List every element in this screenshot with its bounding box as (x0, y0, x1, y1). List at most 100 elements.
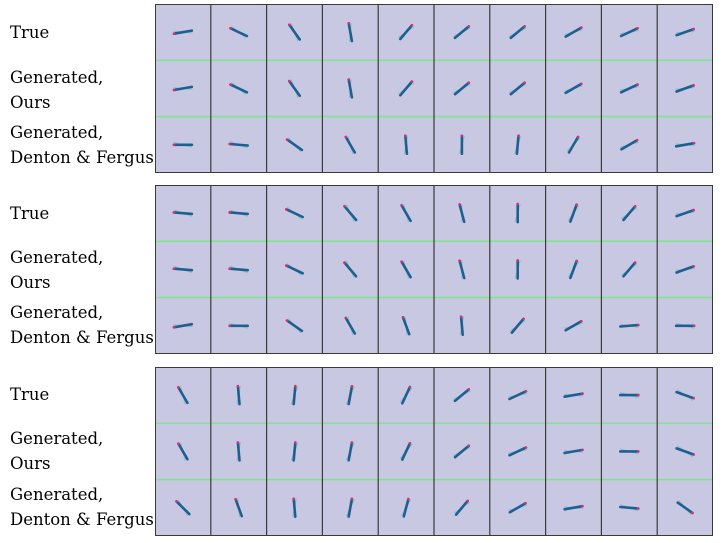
pendulum-tip-ours-1 (177, 442, 180, 445)
pendulum-tip-ours-6 (458, 259, 461, 263)
pendulum-rod-ours-1 (172, 267, 194, 272)
pendulum-tip-baseline-10 (692, 324, 696, 328)
pendulum-rod-true-4 (347, 384, 354, 406)
pendulum-rod-true-3 (288, 23, 301, 41)
pendulum-rod-ours-1 (177, 442, 189, 461)
pendulum-rod-baseline-2 (234, 498, 244, 518)
pendulum-tip-baseline-9 (635, 139, 639, 142)
pendulum-tip-ours-2 (228, 267, 231, 270)
pendulum-frame-grid-3 (155, 367, 713, 536)
pendulum-rod-ours-10 (675, 447, 695, 456)
pendulum-tip-true-5 (410, 24, 414, 27)
pendulum-rod-baseline-5 (402, 497, 410, 518)
pendulum-rod-true-3 (292, 384, 297, 406)
pendulum-tip-baseline-3 (285, 319, 289, 322)
pendulum-rod-ours-8 (563, 448, 584, 455)
pendulum-tip-ours-10 (692, 265, 695, 268)
pendulum-tip-baseline-1 (172, 143, 176, 147)
pendulum-tip-true-7 (524, 390, 528, 393)
row-label-ours-line1: Generated, (10, 429, 104, 448)
pendulum-rod-baseline-4 (344, 316, 357, 335)
pendulum-tip-ours-1 (172, 88, 176, 92)
pendulum-tip-ours-2 (229, 83, 232, 86)
pendulum-tip-ours-1 (172, 267, 176, 270)
pendulum-rod-baseline-6 (454, 499, 470, 516)
pendulum-tip-true-8 (575, 203, 578, 206)
pendulum-tip-ours-8 (575, 259, 578, 263)
row-label-true: True (10, 385, 50, 404)
pendulum-tip-true-9 (633, 205, 637, 208)
pendulum-tip-true-8 (580, 26, 583, 29)
pendulum-rod-ours-5 (400, 260, 412, 279)
pendulum-rod-ours-7 (509, 81, 526, 96)
pendulum-rod-baseline-1 (172, 322, 194, 329)
pendulum-tip-true-4 (347, 22, 350, 25)
pendulum-rod-true-2 (236, 384, 241, 406)
pendulum-tip-true-7 (516, 202, 519, 206)
pendulum-tip-ours-3 (294, 441, 297, 444)
pendulum-tip-ours-7 (524, 446, 528, 449)
pendulum-frames-svg-1 (155, 4, 713, 173)
pendulum-rod-ours-9 (619, 83, 639, 94)
pendulum-rod-baseline-10 (676, 501, 694, 515)
pendulum-rod-ours-1 (172, 85, 194, 92)
pendulum-tip-baseline-10 (692, 141, 696, 145)
pendulum-tip-true-10 (692, 396, 695, 400)
pendulum-tip-true-6 (467, 25, 471, 28)
pendulum-rod-ours-3 (292, 441, 297, 462)
pendulum-rod-ours-8 (564, 82, 583, 95)
pendulum-tip-baseline-3 (285, 138, 289, 141)
pendulum-tip-baseline-2 (228, 324, 231, 328)
pendulum-rod-true-6 (458, 203, 466, 224)
pendulum-tip-baseline-4 (344, 135, 348, 139)
pendulum-tip-baseline-8 (581, 504, 584, 508)
pendulum-tip-baseline-9 (637, 323, 640, 327)
pendulum-frames-svg-2 (155, 185, 713, 354)
sequence-block-2: True Generated, Ours Generated, Denton &… (0, 185, 724, 354)
pendulum-rod-ours-2 (236, 441, 241, 462)
pendulum-tip-ours-3 (285, 264, 288, 267)
row-label-true: True (10, 204, 50, 223)
pendulum-tip-ours-4 (350, 441, 354, 444)
pendulum-rod-ours-8 (569, 259, 578, 280)
pendulum-rod-baseline-9 (620, 139, 639, 151)
pendulum-rod-ours-4 (347, 78, 354, 99)
pendulum-frames-svg-3 (155, 367, 713, 536)
pendulum-rod-baseline-3 (292, 497, 297, 518)
pendulum-rod-true-1 (172, 211, 194, 216)
pendulum-frame-grid-1 (155, 4, 713, 173)
pendulum-rod-baseline-2 (228, 142, 249, 147)
pendulum-rod-baseline-7 (515, 134, 520, 155)
row-label-baseline-line2: Denton & Fergus (10, 148, 154, 167)
pendulum-rod-baseline-6 (459, 315, 465, 336)
pendulum-rod-true-8 (569, 203, 578, 223)
row-label-true: True (10, 23, 50, 42)
pendulum-tip-ours-5 (410, 80, 414, 83)
pendulum-rod-baseline-8 (563, 504, 584, 511)
pendulum-rod-true-2 (228, 211, 249, 216)
pendulum-tip-ours-10 (692, 453, 695, 456)
pendulum-tip-true-2 (236, 384, 240, 388)
pendulum-tip-baseline-4 (344, 316, 348, 320)
sequence-block-3: True Generated, Ours Generated, Denton &… (0, 367, 724, 536)
pendulum-tip-true-9 (637, 393, 640, 397)
pendulum-rod-ours-4 (343, 261, 358, 278)
pendulum-rod-ours-9 (622, 261, 637, 278)
pendulum-tip-true-5 (400, 204, 403, 207)
pendulum-rod-ours-10 (675, 265, 695, 274)
pendulum-rod-ours-5 (401, 442, 412, 461)
pendulum-tip-true-1 (172, 32, 176, 35)
pendulum-rod-baseline-7 (510, 317, 525, 334)
pendulum-tip-true-6 (467, 388, 471, 391)
pendulum-tip-baseline-7 (517, 134, 520, 138)
pendulum-tip-true-8 (581, 392, 584, 395)
pendulum-tip-true-7 (523, 25, 526, 28)
pendulum-rod-true-8 (563, 392, 584, 399)
grid-border (155, 185, 713, 354)
pendulum-rod-true-9 (619, 26, 639, 38)
pendulum-rod-baseline-3 (285, 319, 304, 333)
row-label-baseline-line1: Generated, (10, 123, 104, 142)
grid-border (155, 367, 713, 536)
pendulum-tip-baseline-5 (404, 134, 407, 138)
pendulum-tip-ours-7 (523, 81, 526, 84)
